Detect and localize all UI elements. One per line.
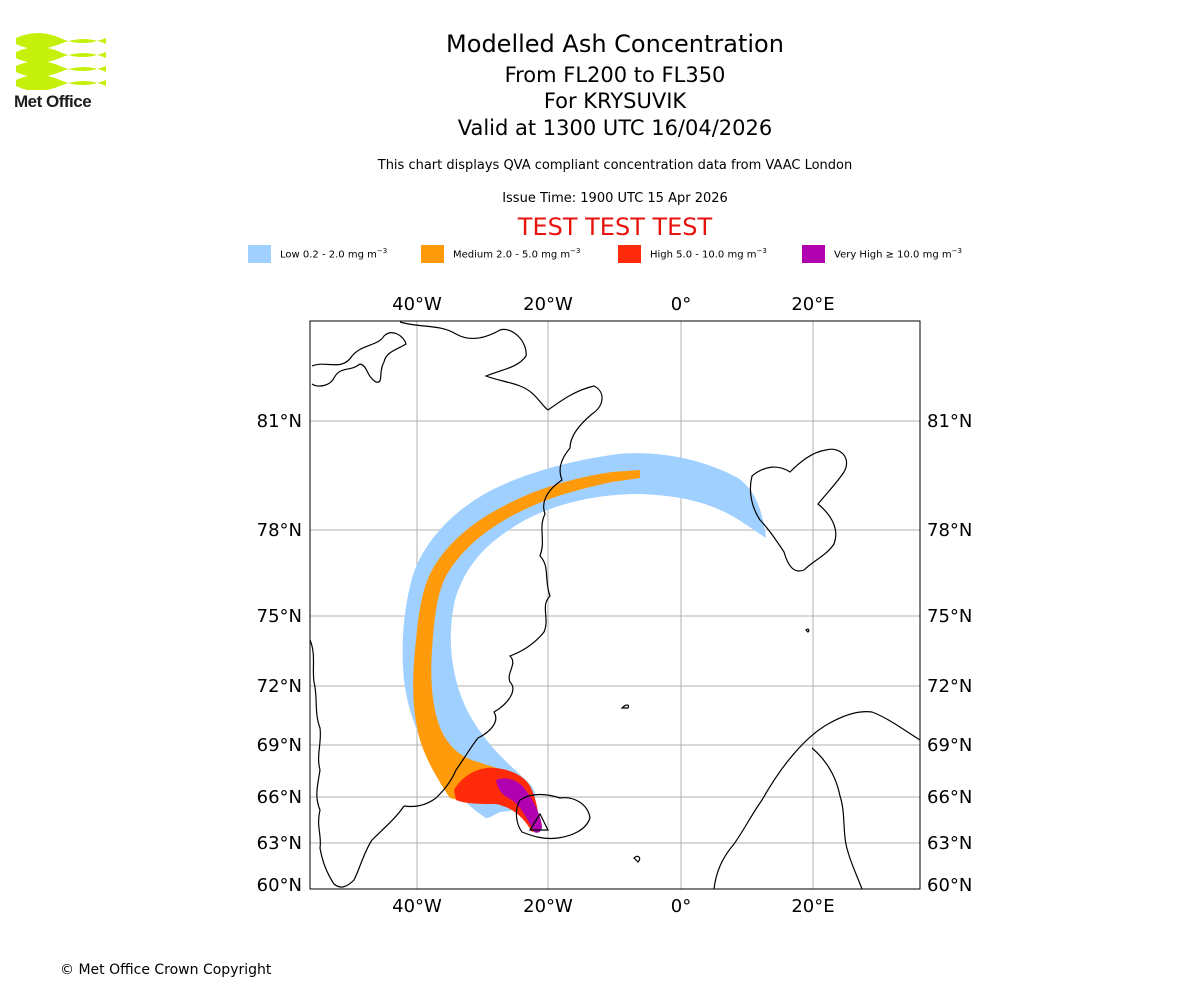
lat-label: 72°N (257, 676, 302, 697)
map-background (310, 321, 920, 889)
map-frame (309, 320, 921, 890)
chart-description: This chart displays QVA compliant concen… (377, 158, 853, 173)
lat-label: 69°N (927, 735, 972, 756)
lon-label: 20°W (523, 294, 573, 315)
lat-label: 75°N (257, 606, 302, 627)
copyright-notice: © Met Office Crown Copyright (60, 962, 272, 978)
volcano-name: For KRYSUVIK (543, 89, 687, 113)
iceland-coast (515, 793, 591, 840)
lat-labels-right: 81°N 78°N 75°N 72°N 69°N 66°N 63°N 60°N (927, 411, 972, 896)
lon-label: 20°W (523, 896, 573, 917)
legend-item-high: High 5.0 - 10.0 mg m−3 (618, 244, 767, 264)
legend-item-very-high: Very High ≥ 10.0 mg m−3 (802, 244, 962, 264)
legend-label-low: Low 0.2 - 2.0 mg m (280, 249, 377, 261)
legend-label-high: High 5.0 - 10.0 mg m (650, 249, 757, 261)
lon-label: 40°W (392, 294, 442, 315)
lon-label: 40°W (392, 896, 442, 917)
volcano-marker-icon (528, 812, 549, 831)
flight-levels: From FL200 to FL350 (504, 63, 726, 87)
lon-label: 20°E (791, 896, 834, 917)
logo-text: Met Office (14, 92, 92, 111)
test-banner: TEST TEST TEST (517, 213, 713, 241)
greenland-northwest-coast (311, 332, 407, 387)
lon-label: 0° (671, 896, 691, 917)
lat-label: 69°N (257, 735, 302, 756)
lat-label: 78°N (927, 520, 972, 541)
lat-label: 78°N (257, 520, 302, 541)
scandinavia-coast (713, 711, 920, 889)
lat-label: 60°N (257, 875, 302, 896)
met-office-logo: Met Office (14, 30, 109, 112)
lon-label: 20°E (791, 294, 834, 315)
met-office-waves-icon (16, 33, 106, 91)
legend-swatch-medium (421, 245, 444, 263)
jan-mayen-island (620, 704, 630, 709)
ash-very-high-region (496, 778, 542, 833)
legend-swatch-very-high (802, 245, 825, 263)
lat-label: 66°N (927, 787, 972, 808)
legend-item-medium: Medium 2.0 - 5.0 mg m−3 (421, 244, 580, 264)
lat-label: 72°N (927, 676, 972, 697)
scandinavia-interior-border (811, 747, 863, 889)
legend-label-very-high: Very High ≥ 10.0 mg m (834, 249, 952, 261)
chart-title: Modelled Ash Concentration (446, 30, 784, 58)
ash-low-region (402, 453, 766, 818)
legend-swatch-low (248, 245, 271, 263)
lat-label: 81°N (257, 411, 302, 432)
legend-item-low: Low 0.2 - 2.0 mg m−3 (248, 244, 387, 264)
lon-label: 0° (671, 294, 691, 315)
bear-island (805, 628, 810, 633)
lat-labels-left: 81°N 78°N 75°N 72°N 69°N 66°N 63°N 60°N (257, 411, 302, 896)
lon-labels-bottom: 40°W 20°W 0° 20°E (392, 896, 834, 917)
greenland-north-coast (399, 321, 549, 411)
lat-label: 75°N (927, 606, 972, 627)
lat-label: 63°N (257, 833, 302, 854)
valid-time: Valid at 1300 UTC 16/04/2026 (457, 116, 773, 140)
issue-time: Issue Time: 1900 UTC 15 Apr 2026 (502, 191, 728, 206)
lat-label: 66°N (257, 787, 302, 808)
svalbard-coast (749, 448, 848, 572)
legend-label-medium: Medium 2.0 - 5.0 mg m (453, 249, 571, 261)
greenland-south-coast (310, 639, 405, 888)
lat-label: 63°N (927, 833, 972, 854)
faroe-islands (633, 855, 641, 863)
greenland-east-coast (403, 385, 603, 808)
coastlines (310, 321, 920, 889)
lat-label: 60°N (927, 875, 972, 896)
concentration-legend: Low 0.2 - 2.0 mg m−3 Medium 2.0 - 5.0 mg… (0, 244, 1200, 264)
lat-label: 81°N (927, 411, 972, 432)
legend-swatch-high (618, 245, 641, 263)
ash-medium-region (413, 470, 640, 802)
lon-labels-top: 40°W 20°W 0° 20°E (392, 294, 834, 315)
